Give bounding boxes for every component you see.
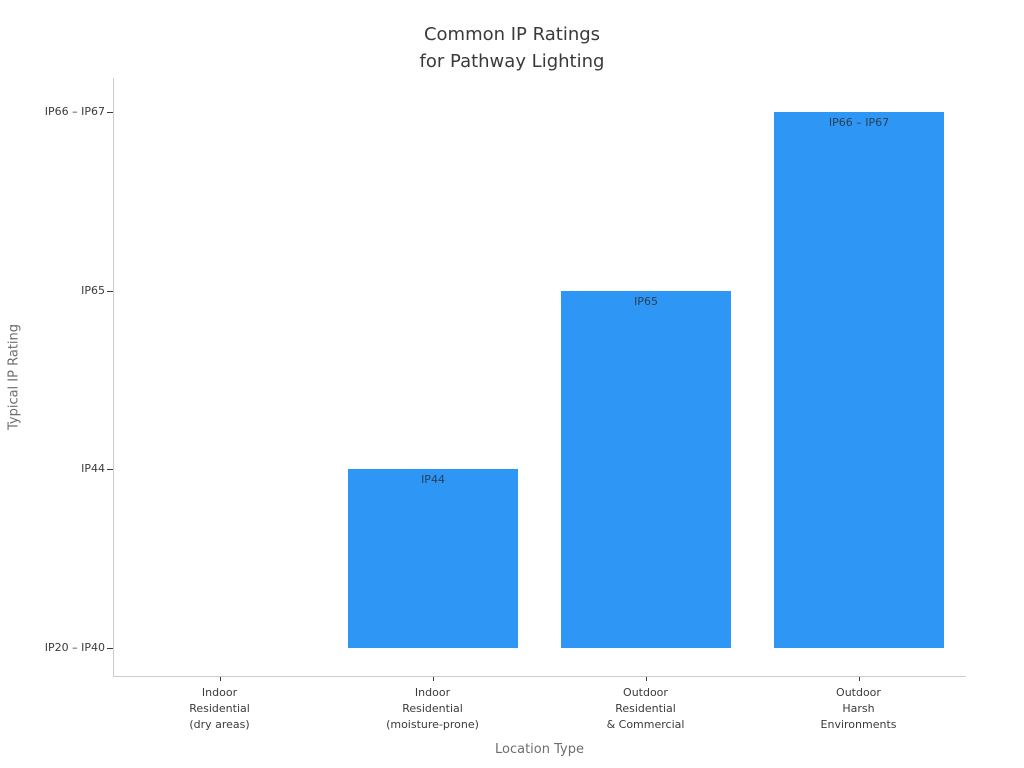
y-axis-label: Typical IP Rating	[6, 323, 22, 431]
bar-outdoor-harsh: IP66 – IP67	[774, 112, 944, 648]
x-tick-label-line: Residential	[189, 702, 250, 715]
x-tick-label-line: (dry areas)	[189, 718, 250, 731]
x-tick-label-line: Outdoor	[836, 686, 881, 699]
chart-title-line-2: for Pathway Lighting	[419, 51, 605, 72]
chart-title-line-1: Common IP Ratings	[423, 24, 601, 45]
y-tick-mark	[107, 291, 113, 292]
x-tick-label-line: Indoor	[414, 686, 451, 699]
y-tick-label: IP20 – IP40	[44, 641, 105, 654]
y-tick-label: IP44	[81, 462, 105, 475]
chart-title: Common IP Ratings for Pathway Lighting	[0, 21, 1024, 75]
y-tick-label: IP65	[81, 284, 105, 297]
bar-outdoor-residential-commercial: IP65	[561, 291, 731, 648]
x-tick-label-line: Residential	[402, 702, 463, 715]
bar-value-label: IP65	[634, 295, 658, 308]
x-tick-label-group: Outdoor Harsh Environments	[752, 685, 965, 733]
x-tick-mark	[220, 677, 221, 681]
y-tick-mark	[107, 112, 113, 113]
bar-indoor-moisture-prone: IP44	[348, 469, 518, 648]
x-tick-label-line: Environments	[820, 718, 897, 731]
x-tick-label-group: Indoor Residential (dry areas)	[113, 685, 326, 733]
y-tick-mark	[107, 648, 113, 649]
x-tick-label-line: Outdoor	[623, 686, 668, 699]
bar-value-label: IP44	[421, 473, 445, 486]
x-axis-label: Location Type	[495, 742, 584, 757]
x-tick-label-line: Harsh	[842, 702, 875, 715]
x-tick-mark	[433, 677, 434, 681]
x-tick-label-line: (moisture-prone)	[386, 718, 479, 731]
y-tick-label: IP66 – IP67	[44, 105, 105, 118]
x-tick-label-group: Indoor Residential (moisture-prone)	[326, 685, 539, 733]
bar-value-label: IP66 – IP67	[828, 116, 890, 129]
y-tick-mark	[107, 469, 113, 470]
x-tick-label-group: Outdoor Residential & Commercial	[539, 685, 752, 733]
x-tick-label-line: Residential	[615, 702, 676, 715]
x-tick-label-line: Indoor	[201, 686, 238, 699]
y-axis-line	[113, 78, 114, 676]
x-axis-line	[113, 676, 966, 677]
x-tick-label-line: & Commercial	[606, 718, 685, 731]
x-tick-mark	[859, 677, 860, 681]
x-tick-mark	[646, 677, 647, 681]
